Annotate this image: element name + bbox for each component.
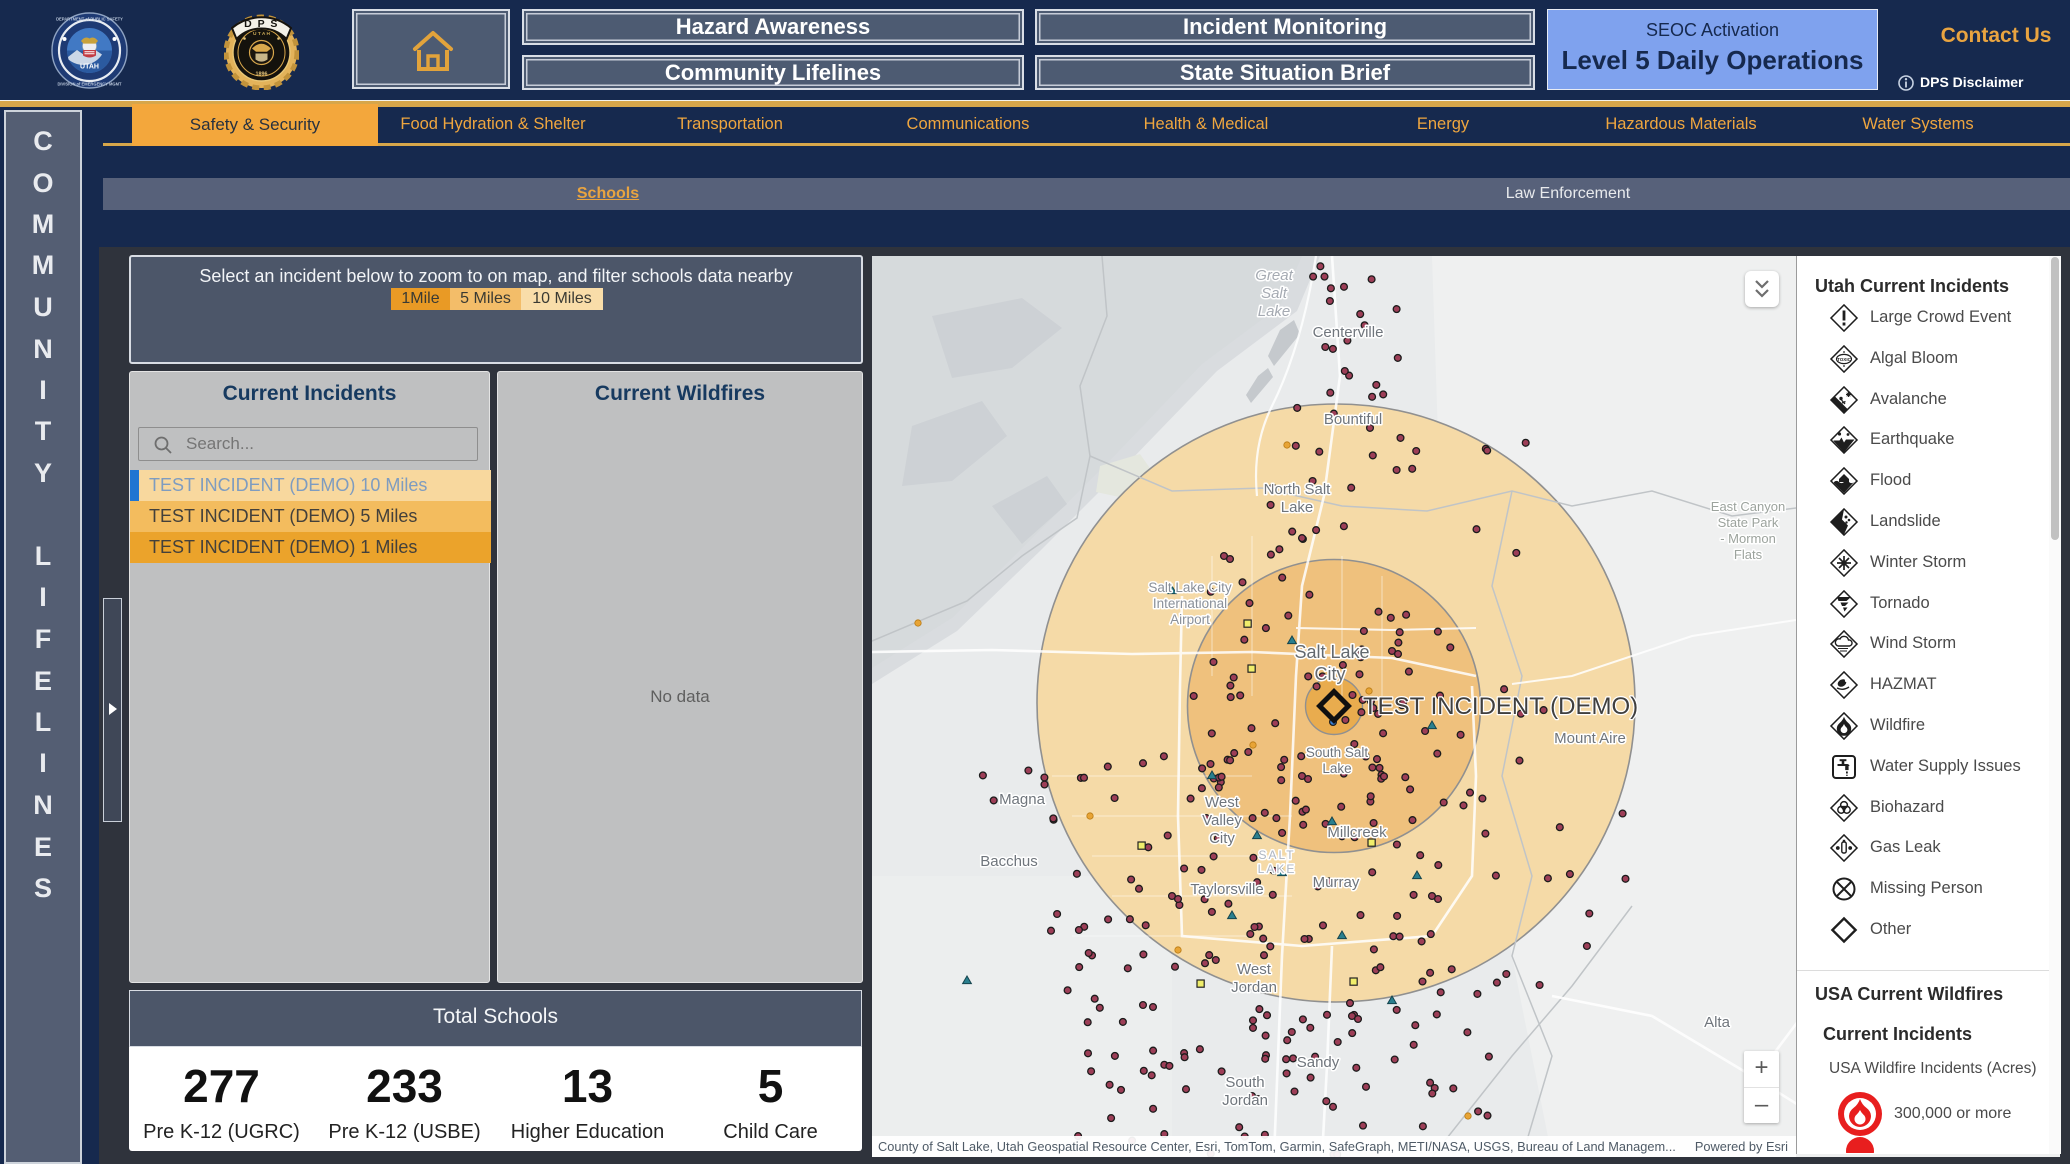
svg-text:Flats: Flats [1734, 547, 1763, 562]
svg-text:Mount Aire: Mount Aire [1554, 730, 1626, 747]
svg-text:Jordan: Jordan [1231, 979, 1277, 996]
svg-text:DIVISION of EMERGENCY MGMT: DIVISION of EMERGENCY MGMT [57, 82, 122, 87]
svg-text:Salt: Salt [1261, 285, 1288, 302]
svg-text:UTAH: UTAH [80, 64, 99, 71]
svg-text:Jordan: Jordan [1222, 1092, 1268, 1109]
svg-text:SALT: SALT [1258, 848, 1295, 862]
svg-text:Airport: Airport [1170, 612, 1210, 627]
svg-text:TEST INCIDENT (DEMO): TEST INCIDENT (DEMO) [1363, 693, 1638, 720]
svg-text:Murray: Murray [1313, 874, 1360, 891]
svg-text:Bacchus: Bacchus [980, 853, 1038, 870]
svg-text:City: City [1315, 664, 1346, 684]
svg-text:Magna: Magna [999, 791, 1046, 808]
svg-text:West: West [1237, 961, 1272, 978]
svg-text:U T A H: U T A H [253, 31, 271, 37]
svg-text:1896: 1896 [256, 72, 268, 78]
svg-text:International: International [1153, 596, 1227, 611]
svg-text:D P S: D P S [244, 18, 279, 30]
svg-text:South: South [1225, 1074, 1264, 1091]
svg-text:LAKE: LAKE [1258, 862, 1297, 876]
svg-text:DEPARTMENT of PUBLIC SAFETY: DEPARTMENT of PUBLIC SAFETY [56, 17, 123, 22]
svg-text:Lake: Lake [1281, 499, 1314, 516]
svg-text:North Salt: North Salt [1264, 481, 1332, 498]
svg-text:Lake: Lake [1322, 761, 1351, 776]
svg-text:Salt Lake City: Salt Lake City [1148, 580, 1232, 595]
svg-text:Lake: Lake [1258, 303, 1291, 320]
svg-text:Salt Lake: Salt Lake [1294, 642, 1369, 662]
svg-text:Valley: Valley [1202, 812, 1242, 829]
svg-text:Alta: Alta [1704, 1014, 1731, 1031]
svg-text:Great: Great [1255, 267, 1293, 284]
svg-text:- Mormon: - Mormon [1720, 531, 1776, 546]
svg-text:South Salt: South Salt [1306, 745, 1369, 760]
svg-text:City: City [1209, 830, 1235, 847]
svg-text:TOXIC: TOXIC [1837, 357, 1852, 362]
svg-text:West: West [1205, 794, 1240, 811]
svg-text:Millcreek: Millcreek [1327, 824, 1387, 841]
svg-text:Sandy: Sandy [1297, 1054, 1340, 1071]
svg-text:Bountiful: Bountiful [1324, 411, 1382, 428]
svg-text:State Park: State Park [1718, 515, 1779, 530]
svg-text:Centerville: Centerville [1313, 324, 1384, 341]
svg-text:East Canyon: East Canyon [1711, 499, 1785, 514]
svg-text:Taylorsville: Taylorsville [1190, 881, 1263, 898]
